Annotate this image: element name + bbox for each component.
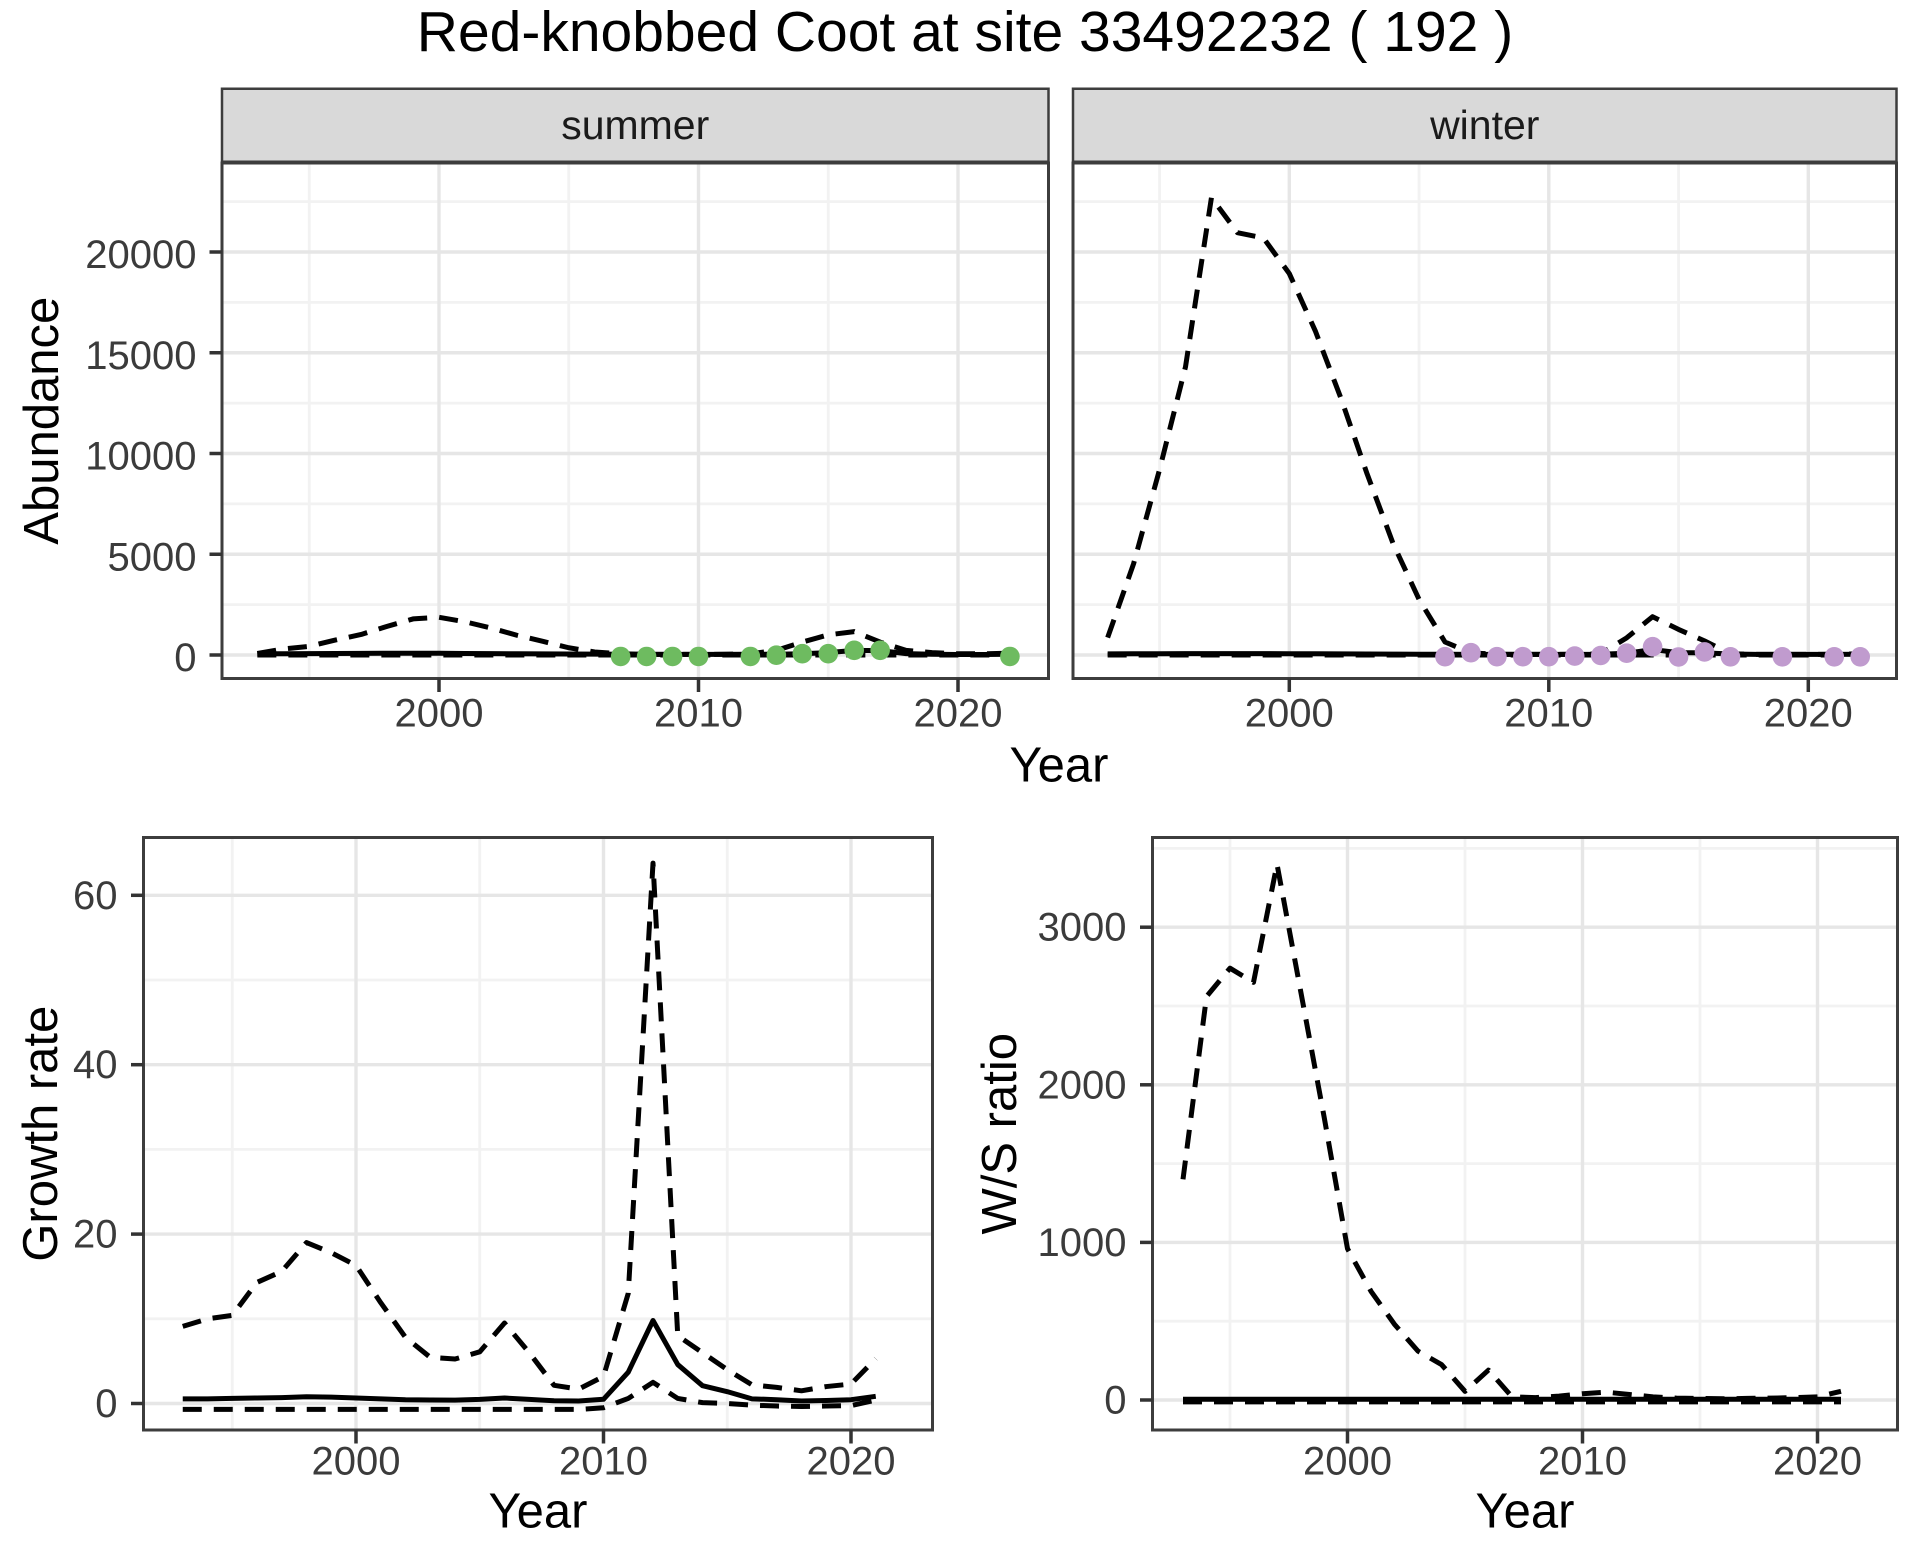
- svg-text:0: 0: [95, 1382, 117, 1426]
- svg-text:2000: 2000: [1038, 1063, 1127, 1107]
- svg-text:winter: winter: [1429, 102, 1539, 148]
- svg-text:2000: 2000: [1245, 692, 1334, 736]
- svg-text:0: 0: [1104, 1379, 1126, 1423]
- svg-text:2020: 2020: [1764, 692, 1853, 736]
- svg-text:Year: Year: [488, 1485, 587, 1539]
- svg-text:2020: 2020: [1773, 1440, 1862, 1484]
- svg-text:2020: 2020: [807, 1440, 896, 1484]
- svg-text:2020: 2020: [914, 692, 1003, 736]
- svg-text:W/S ratio: W/S ratio: [973, 1033, 1027, 1234]
- svg-text:1000: 1000: [1038, 1221, 1127, 1265]
- svg-text:60: 60: [73, 874, 118, 918]
- svg-text:2010: 2010: [654, 692, 743, 736]
- svg-text:Year: Year: [1009, 739, 1108, 793]
- svg-text:20000: 20000: [85, 233, 196, 277]
- svg-text:3000: 3000: [1038, 906, 1127, 950]
- svg-text:2000: 2000: [395, 692, 484, 736]
- svg-text:40: 40: [73, 1043, 118, 1087]
- svg-text:10000: 10000: [85, 435, 196, 479]
- svg-text:2010: 2010: [1504, 692, 1593, 736]
- svg-text:2000: 2000: [312, 1440, 401, 1484]
- svg-text:Growth rate: Growth rate: [14, 1006, 68, 1262]
- svg-text:2010: 2010: [559, 1440, 648, 1484]
- svg-text:2010: 2010: [1538, 1440, 1627, 1484]
- svg-text:0: 0: [174, 636, 196, 680]
- svg-text:2000: 2000: [1303, 1440, 1392, 1484]
- svg-text:summer: summer: [561, 102, 709, 148]
- svg-text:5000: 5000: [108, 535, 197, 579]
- svg-text:20: 20: [73, 1213, 118, 1257]
- svg-text:Year: Year: [1475, 1485, 1574, 1539]
- svg-text:Red-knobbed Coot at site 33492: Red-knobbed Coot at site 33492232 ( 192 …: [417, 0, 1513, 64]
- svg-text:Abundance: Abundance: [15, 297, 69, 545]
- svg-text:15000: 15000: [85, 334, 196, 378]
